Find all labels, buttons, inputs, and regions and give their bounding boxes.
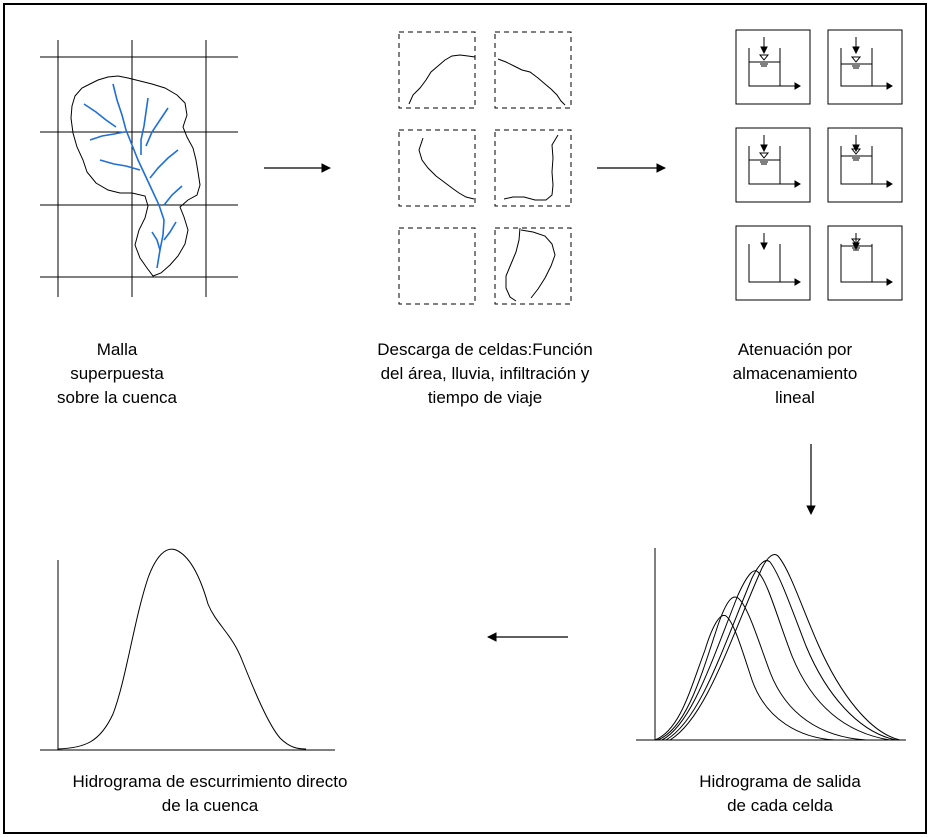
river-network — [83, 83, 183, 269]
linear-reservoir-icon — [735, 29, 903, 301]
caption-grid: Malla superpuesta sobre la cuenca — [42, 338, 192, 410]
caption-cells-line-1: Descarga de celdas:Función — [377, 340, 593, 359]
caption-basin-hydrograph: Hidrograma de escurrimiento directo de l… — [50, 770, 370, 818]
caption-cells: Descarga de celdas:Función del área, llu… — [330, 338, 640, 410]
watershed-outline — [70, 75, 201, 277]
caption-cell-hydrographs-line-1: Hidrograma de salida — [699, 772, 861, 791]
caption-storage: Atenuación por almacenamiento lineal — [700, 338, 890, 410]
watershed-grid-icon — [40, 40, 238, 297]
cell-hydrographs-icon — [636, 548, 906, 741]
caption-basin-hydrograph-line-2: de la cuenca — [161, 796, 259, 815]
caption-cells-line-3: tiempo de viaje — [427, 388, 543, 407]
caption-basin-hydrograph-line-1: Hidrograma de escurrimiento directo — [72, 772, 348, 791]
caption-storage-line-2: almacenamiento — [732, 364, 858, 383]
caption-grid-line-2: superpuesta — [70, 364, 164, 383]
caption-cells-line-2: del área, lluvia, infiltración y — [380, 364, 590, 383]
caption-grid-line-1: Malla — [96, 340, 138, 359]
caption-storage-line-1: Atenuación por — [737, 340, 853, 359]
cell-fragments-icon — [398, 31, 572, 305]
caption-cell-hydrographs: Hidrograma de salida de cada celda — [670, 770, 890, 818]
basin-hydrograph-icon — [40, 548, 335, 751]
caption-storage-line-3: lineal — [775, 388, 815, 407]
caption-grid-line-3: sobre la cuenca — [56, 388, 178, 407]
caption-cell-hydrographs-line-2: de cada celda — [727, 796, 833, 815]
grid-lines — [40, 40, 238, 297]
outer-border — [3, 3, 927, 834]
